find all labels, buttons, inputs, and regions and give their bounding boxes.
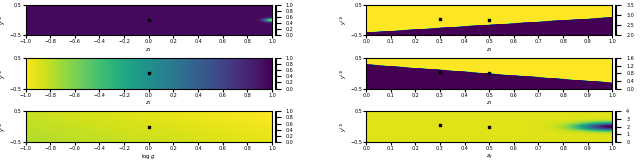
X-axis label: $z_1$: $z_1$ [486,46,493,54]
X-axis label: $z_1$: $z_1$ [145,99,152,107]
X-axis label: $z_g$: $z_g$ [486,152,493,162]
X-axis label: $\log g$: $\log g$ [141,152,156,161]
Y-axis label: $y^{(1)}$: $y^{(1)}$ [339,121,349,132]
Point [143,19,154,21]
Y-axis label: $y^{(1)}$: $y^{(1)}$ [339,68,349,79]
Point [484,72,494,75]
Y-axis label: $y^{(1)}$: $y^{(1)}$ [339,15,349,25]
Point [484,19,494,21]
Y-axis label: $y^{(1)}$: $y^{(1)}$ [0,68,8,79]
Point [435,17,445,20]
Point [484,125,494,128]
Y-axis label: $y^{(1)}$: $y^{(1)}$ [0,15,8,25]
Y-axis label: $y^{(1)}$: $y^{(1)}$ [0,121,8,132]
X-axis label: $z_1$: $z_1$ [145,46,152,54]
Point [143,72,154,75]
Point [143,125,154,128]
X-axis label: $z_1$: $z_1$ [486,99,493,107]
Point [435,71,445,73]
Point [435,124,445,126]
